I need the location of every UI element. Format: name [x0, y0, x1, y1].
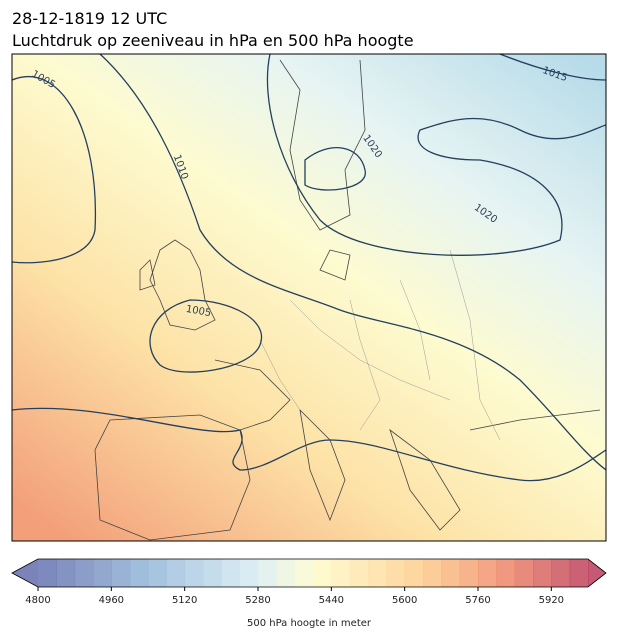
colorbar-segment: [441, 559, 461, 587]
colorbar-label: 500 hPa hoogte in meter: [247, 618, 372, 629]
colorbar-segment: [459, 559, 479, 587]
coastline: [94, 59, 601, 541]
contour-line: [12, 75, 97, 264]
title-line: Luchtdruk op zeeniveau in hPa en 500 hPa…: [12, 31, 414, 50]
colorbar-segment: [478, 559, 497, 587]
contour-line: [304, 147, 366, 191]
colorbar-segment: [386, 559, 406, 587]
contour-line: [499, 54, 606, 81]
colorbar-segment: [349, 559, 369, 587]
contour-label: 1005: [185, 304, 212, 319]
colorbar-segment: [331, 559, 351, 587]
colorbar-segment: [184, 559, 204, 587]
colorbar-tick-label: 4800: [25, 595, 50, 606]
colorbar-segment: [294, 559, 314, 587]
colorbar-tick-label: 5760: [465, 595, 490, 606]
colorbar-segment: [38, 559, 57, 587]
colorbar-segment: [129, 559, 149, 587]
colorbar-segment: [404, 559, 424, 587]
colorbar-tick-label: 5120: [172, 595, 197, 606]
contour-line: [149, 299, 263, 373]
map: 1005 1010 1005 1020 1020 1015: [12, 54, 606, 541]
colorbar-segment: [533, 559, 552, 587]
colorbar: 4800 4960 5120 5280 5440 5600 5760 5920: [11, 558, 607, 606]
contour-line: [266, 54, 606, 256]
colorbar-segment: [221, 559, 241, 587]
colorbar-segment: [569, 559, 589, 587]
colorbar-segment: [74, 559, 94, 587]
contour-line: [12, 407, 606, 482]
colorbar-segment: [551, 559, 571, 587]
colorbar-tick-label: 5600: [392, 595, 417, 606]
colorbar-segment: [111, 559, 131, 587]
borders: [259, 249, 501, 441]
colorbar-extend-low: [12, 559, 38, 587]
colorbar-segment: [148, 559, 167, 587]
colorbar-tick-label: 4960: [99, 595, 124, 606]
colorbar-segment: [166, 559, 186, 587]
colorbar-tick-label: 5280: [245, 595, 270, 606]
colorbar-segment: [56, 559, 76, 587]
colorbar-segment: [276, 559, 296, 587]
map-background: [12, 54, 606, 541]
colorbar-segment: [239, 559, 259, 587]
colorbar-segment: [368, 559, 387, 587]
colorbar-segment: [423, 559, 442, 587]
colorbar-tick-label: 5440: [319, 595, 344, 606]
colorbar-segment: [93, 559, 112, 587]
colorbar-extend-high: [588, 559, 606, 587]
colorbar-segment: [313, 559, 332, 587]
colorbar-segment: [514, 559, 534, 587]
colorbar-tick-label: 5920: [539, 595, 564, 606]
colorbar-segment: [258, 559, 277, 587]
title-line: 28-12-1819 12 UTC: [12, 9, 167, 28]
colorbar-segment: [496, 559, 516, 587]
colorbar-segment: [203, 559, 222, 587]
map-frame: [11, 53, 607, 542]
contour-line: [99, 54, 606, 471]
